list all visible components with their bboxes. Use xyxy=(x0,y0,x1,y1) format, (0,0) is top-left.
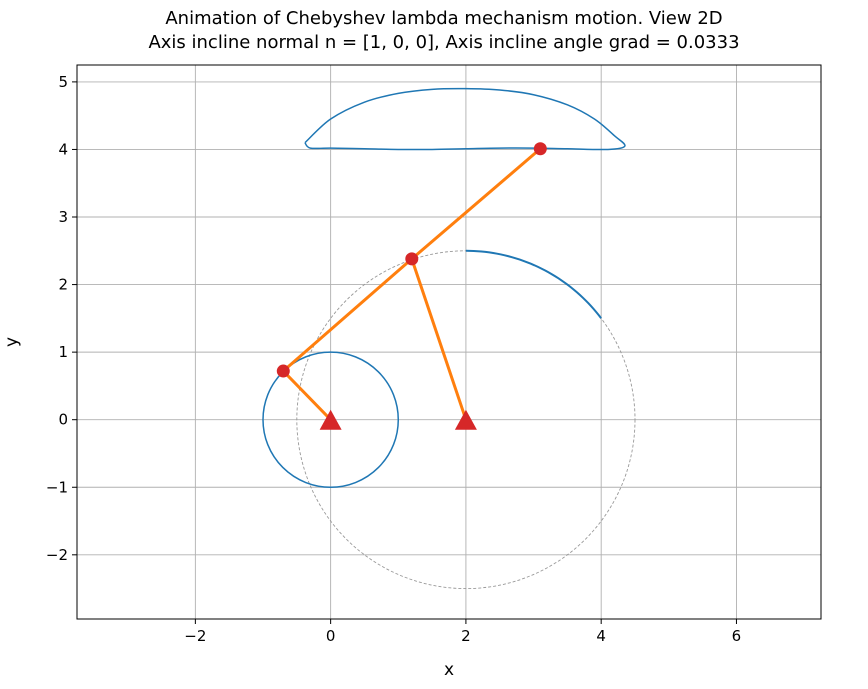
x-axis-label: x xyxy=(444,660,454,680)
joint-marker xyxy=(533,142,547,156)
y-tick-label: 5 xyxy=(58,73,68,91)
mechanism-link xyxy=(281,369,333,422)
y-tick-label: 1 xyxy=(58,343,68,361)
crank-circle xyxy=(262,351,400,489)
grid-layer xyxy=(77,65,821,619)
x-tick-label: 4 xyxy=(596,627,606,645)
plot-layer xyxy=(262,87,636,590)
fixed-pivot-marker xyxy=(319,409,342,430)
chart-title-line1: Animation of Chebyshev lambda mechanism … xyxy=(165,8,722,29)
joint-marker xyxy=(276,364,290,378)
y-tick-label: 2 xyxy=(58,276,68,294)
y-tick-label: 4 xyxy=(58,140,68,158)
y-tick-label: 3 xyxy=(58,208,68,226)
y-axis-label: y xyxy=(2,337,22,347)
x-tick-label: 2 xyxy=(461,627,471,645)
rocker-arc-trace xyxy=(465,249,602,319)
plot-frame xyxy=(76,64,822,620)
chart-title-line2: Axis incline normal n = [1, 0, 0], Axis … xyxy=(148,32,739,53)
x-tick-label: 0 xyxy=(326,627,336,645)
y-tick-label: −1 xyxy=(46,478,68,496)
joint-marker xyxy=(405,252,419,266)
y-tick-label: −2 xyxy=(46,546,68,564)
mechanism-link xyxy=(410,147,542,261)
y-tick-label: 0 xyxy=(58,411,68,429)
x-tick-label: −2 xyxy=(184,627,206,645)
tick-layer: −2 0 2 4 6 −2 −1 0 1 2 3 4 5 xyxy=(46,73,741,645)
x-tick-label: 6 xyxy=(732,627,742,645)
mechanism-link xyxy=(281,257,414,373)
coupler-curve xyxy=(304,87,626,151)
mechanism-link xyxy=(410,257,468,422)
fixed-pivot-marker xyxy=(454,409,477,430)
